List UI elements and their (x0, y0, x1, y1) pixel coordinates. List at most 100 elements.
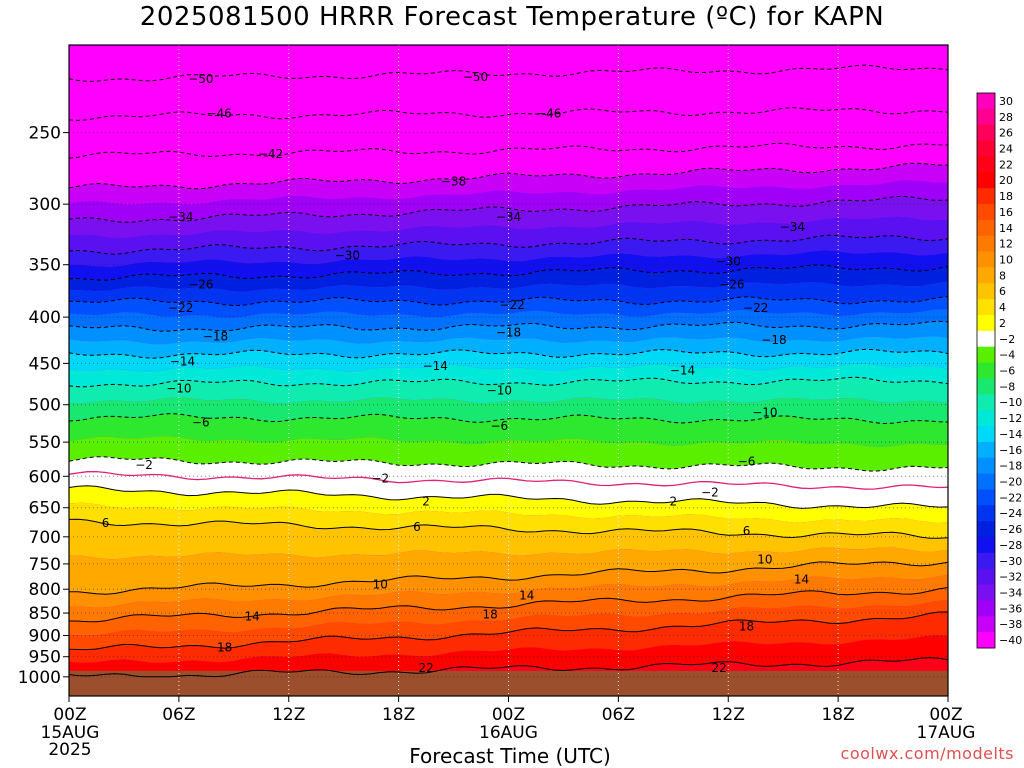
isotherm-line (69, 348, 948, 359)
contour-label: −10 (752, 405, 777, 419)
colorbar-label: 6 (999, 285, 1006, 298)
credit-link[interactable]: coolwx.com/modelts (840, 744, 1014, 763)
contour-label: 14 (794, 572, 809, 586)
colorbar-swatch (977, 521, 995, 538)
colorbar-swatch (977, 283, 995, 300)
temperature-fill (69, 45, 948, 696)
isotherm-line (69, 485, 948, 509)
y-tick-label: 900 (29, 626, 61, 646)
contour-label: −14 (670, 363, 695, 377)
contour-label: −22 (743, 301, 768, 315)
temperature-band (69, 107, 948, 139)
isotherm-line (69, 142, 948, 159)
colorbar-swatch (977, 188, 995, 205)
colorbar-swatch (977, 505, 995, 522)
contour-label: 18 (483, 607, 498, 621)
temperature-band (69, 587, 948, 636)
isotherm-line (69, 611, 948, 651)
x-tick-date: 16AUG (479, 723, 538, 743)
colorbar-label: −22 (999, 491, 1022, 504)
colorbar-label: 14 (999, 222, 1013, 235)
y-tick-label: 700 (29, 528, 61, 548)
colorbar-label: −8 (999, 380, 1015, 393)
colorbar-label: −36 (999, 602, 1022, 615)
colorbar-swatch (977, 124, 995, 141)
colorbar: 30 28 26 24 22 20 18 16 14 12 10 8 6 4 2 −2 −4 −6 −8 −10 −12… (976, 92, 1022, 649)
contour-label: −10 (487, 383, 512, 397)
y-tick-label: 650 (29, 499, 61, 519)
colorbar-frame (976, 92, 996, 649)
colorbar-swatch (977, 473, 995, 490)
contour-label: 14 (244, 610, 259, 624)
colorbar-swatch (977, 537, 995, 554)
x-tick-label: 06Z (602, 705, 635, 725)
colorbar-label: −28 (999, 539, 1022, 552)
colorbar-label: −16 (999, 444, 1022, 457)
x-tick-label: 12Z (272, 705, 305, 725)
colorbar-swatch (977, 489, 995, 506)
y-tick-label: 350 (29, 256, 61, 276)
y-tick-label: 1000 (18, 668, 61, 688)
contour-label: −42 (258, 147, 283, 161)
contour-label: −34 (780, 220, 805, 234)
temperature-band (69, 377, 948, 404)
contour-label: −6 (192, 415, 210, 429)
contour-label: 14 (519, 589, 534, 603)
colorbar-label: −40 (999, 634, 1022, 647)
y-tick-label: 800 (29, 580, 61, 600)
isotherm-line (69, 376, 948, 388)
contour-labels: −50 −50−46 −46−42−38−34 −34−34−30 −30−26 −26−… (102, 70, 809, 675)
colorbar-label: 16 (999, 206, 1013, 219)
colorbar-label: 8 (999, 269, 1006, 282)
contour-label: 18 (739, 620, 754, 634)
isotherm-line (69, 162, 948, 190)
contour-label: −10 (166, 382, 191, 396)
colorbar-label: −18 (999, 460, 1022, 473)
isotherm-line (69, 320, 948, 332)
colorbar-swatch (977, 552, 995, 570)
y-tick-label: 750 (29, 555, 61, 575)
colorbar-label: −12 (999, 412, 1022, 425)
colorbar-swatch (977, 600, 995, 617)
colorbar-swatch (977, 235, 995, 252)
colorbar-swatch (977, 204, 995, 221)
colorbar-swatch (977, 410, 995, 427)
colorbar-swatch (977, 251, 995, 268)
colorbar-swatch (977, 267, 995, 284)
y-tick-label: 450 (29, 354, 61, 374)
y-axis: 2503003504004505005506006507007508008509… (18, 124, 69, 688)
contour-label: 6 (743, 524, 751, 538)
temperature-band (69, 45, 948, 82)
isotherm-line (69, 195, 948, 223)
colorbar-swatch (977, 346, 995, 363)
y-tick-label: 400 (29, 308, 61, 328)
colorbar-label: 2 (999, 317, 1006, 330)
colorbar-label: −38 (999, 618, 1022, 631)
colorbar-label: −14 (999, 428, 1022, 441)
colorbar-label: 12 (999, 238, 1013, 251)
temperature-band (69, 321, 948, 345)
colorbar-swatch (977, 299, 995, 316)
contour-label: 6 (413, 520, 421, 534)
contour-label: −18 (496, 326, 521, 340)
contour-label: −34 (168, 210, 193, 224)
contour-label: −18 (203, 329, 228, 343)
colorbar-swatch (977, 172, 995, 189)
y-tick-label: 950 (29, 648, 61, 668)
y-tick-label: 500 (29, 396, 61, 416)
x-axis-title: Forecast Time (UTC) (409, 744, 611, 768)
isotherm-line (69, 413, 948, 425)
contour-label: −26 (719, 277, 744, 291)
colorbar-swatch (977, 441, 995, 459)
colorbar-label: −34 (999, 587, 1022, 600)
isotherm-line (69, 587, 948, 623)
contour-label: −22 (499, 298, 524, 312)
colorbar-label: −30 (999, 555, 1022, 568)
colorbar-label: 30 (999, 95, 1013, 108)
isotherm-line (69, 264, 948, 281)
contour-label: 6 (102, 516, 110, 530)
colorbar-label: −20 (999, 476, 1022, 489)
colorbar-label: 10 (999, 254, 1013, 267)
colorbar-swatch (977, 632, 995, 649)
